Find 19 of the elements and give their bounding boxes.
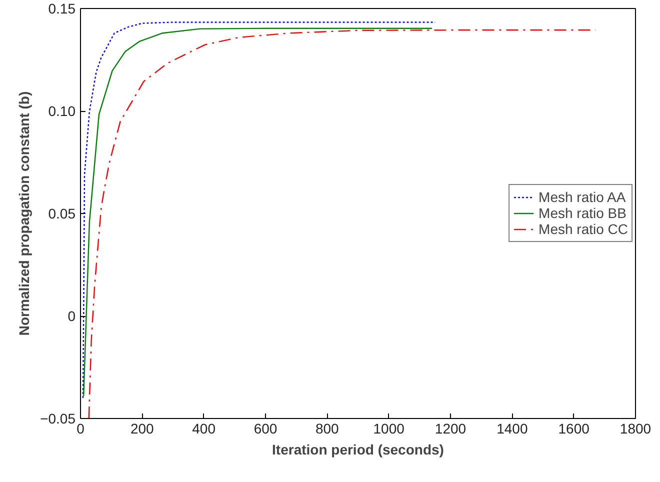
legend-label: Mesh ratio BB bbox=[538, 205, 626, 221]
x-tick-label: 1200 bbox=[434, 420, 466, 436]
x-tick-label: 1400 bbox=[496, 420, 528, 436]
y-tick-label: −0.05 bbox=[40, 410, 76, 426]
y-tick-label: 0.15 bbox=[48, 0, 76, 16]
x-tick-label: 400 bbox=[192, 420, 216, 436]
x-tick-label: 1600 bbox=[558, 420, 590, 436]
x-tick-label: 600 bbox=[254, 420, 278, 436]
y-tick-label: 0 bbox=[68, 308, 76, 324]
legend-label: Mesh ratio CC bbox=[538, 221, 628, 237]
x-tick-label: 1000 bbox=[373, 420, 405, 436]
x-tick-label: 800 bbox=[315, 420, 340, 436]
y-axis-title: Normalized propagation constant (b) bbox=[16, 91, 32, 336]
y-tick-label: 0.05 bbox=[48, 206, 76, 222]
y-tick-label: 0.10 bbox=[48, 103, 76, 119]
x-axis-title: Iteration period (seconds) bbox=[272, 442, 444, 458]
x-tick-label: 200 bbox=[130, 420, 154, 436]
legend-label: Mesh ratio AA bbox=[538, 189, 626, 205]
x-tick-label: 1800 bbox=[620, 420, 652, 436]
